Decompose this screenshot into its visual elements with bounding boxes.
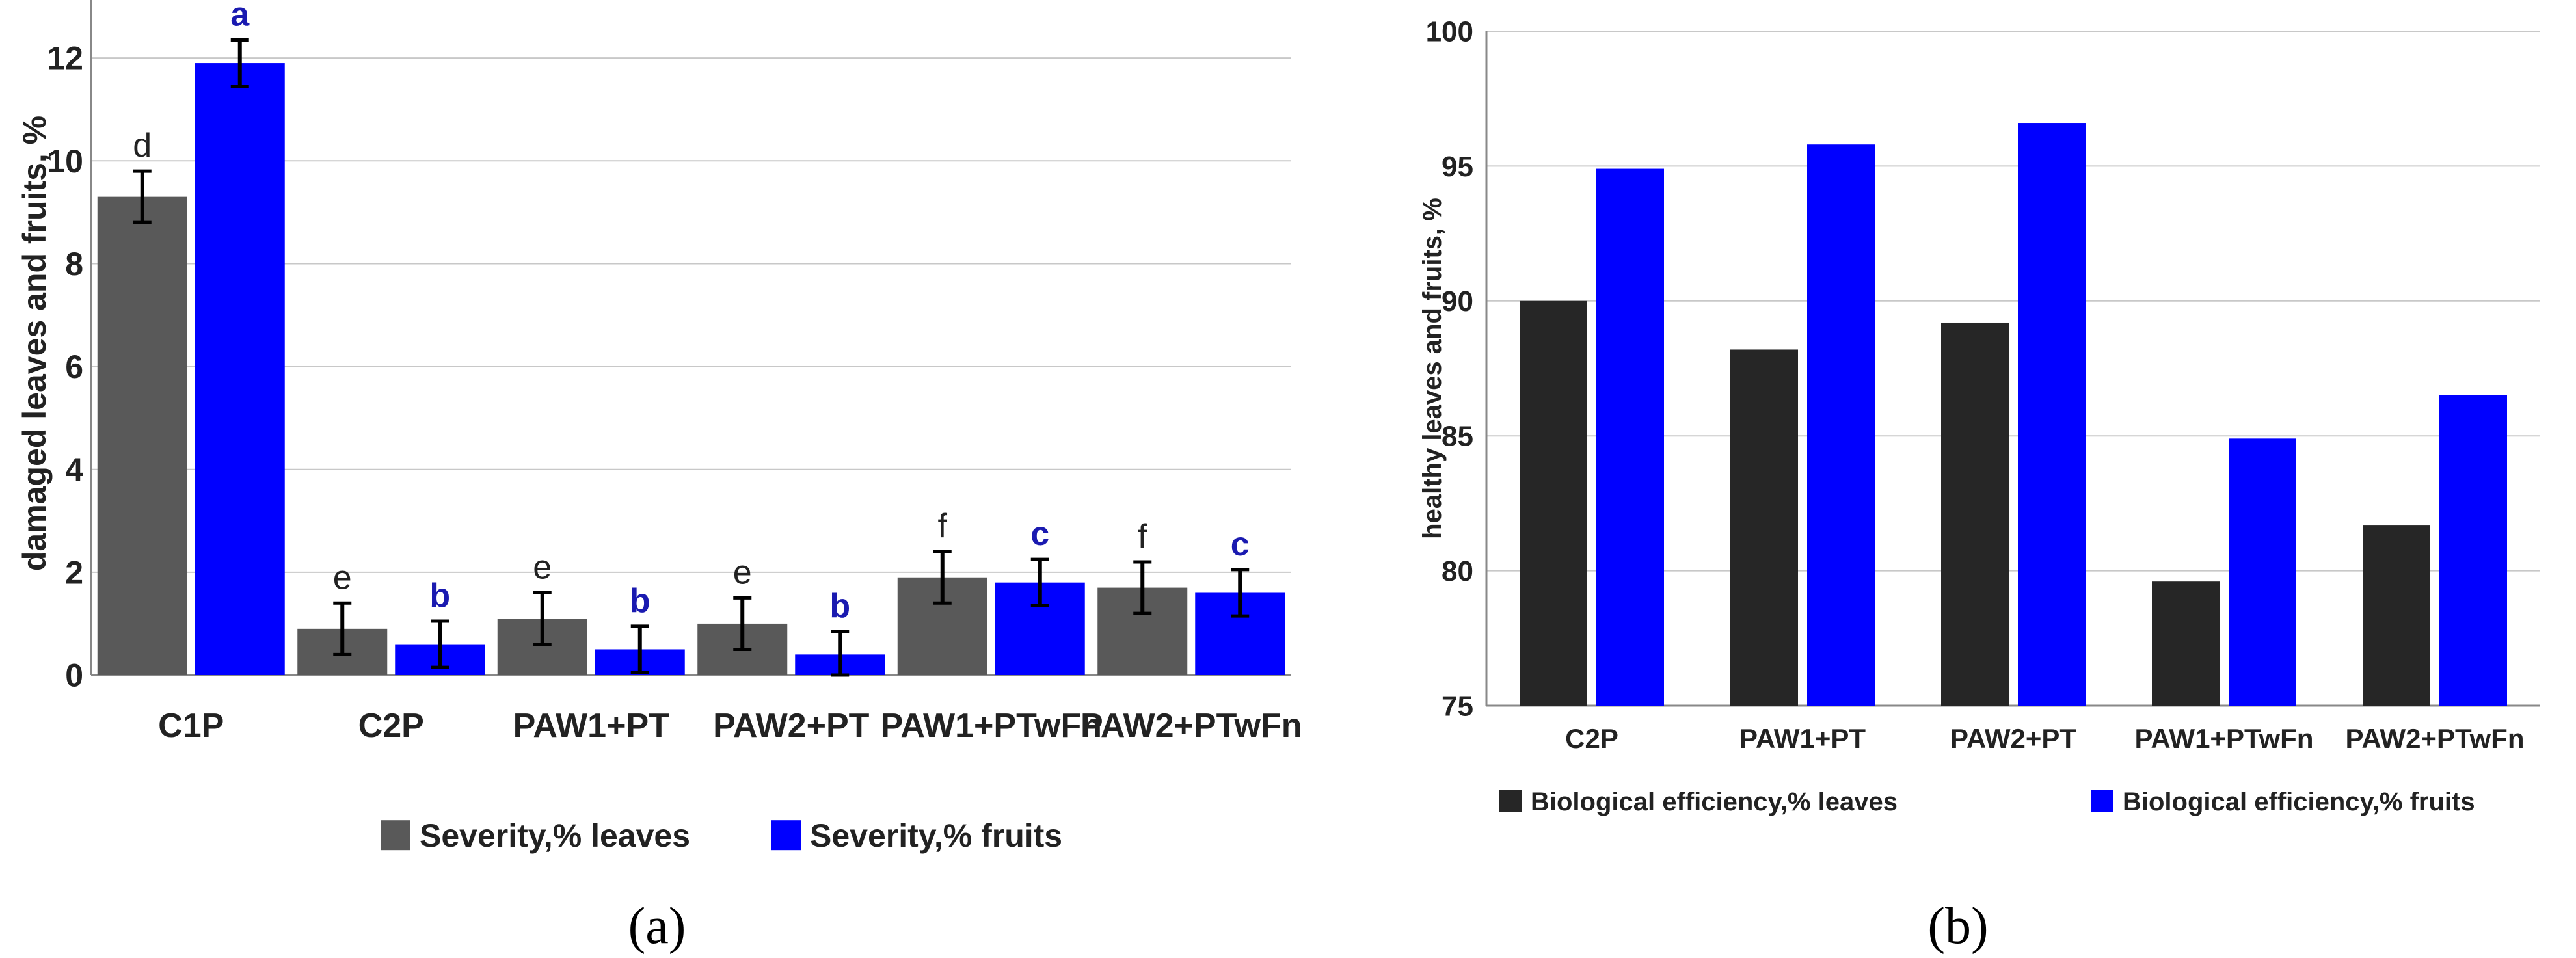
bar xyxy=(2018,123,2086,706)
chart-panel-a: 0 2 4 6 8 10 12 damaged leaves and fruits, % d a C… xyxy=(16,0,1302,955)
bar xyxy=(2363,525,2430,706)
significance-label: e xyxy=(733,553,752,591)
legend-entry: Biological efficiency,% leaves xyxy=(1531,788,1898,816)
significance-label: f xyxy=(938,507,948,545)
x-tick-label: C1P xyxy=(158,707,224,745)
significance-label: c xyxy=(1231,526,1250,563)
legend-swatch xyxy=(381,820,410,851)
x-tick-label: C2P xyxy=(1565,723,1618,754)
significance-label: c xyxy=(1030,515,1049,553)
x-tick-label: PAW1+PTwFn xyxy=(2135,723,2314,754)
legend-entry: Biological efficiency,% fruits xyxy=(2123,788,2475,816)
significance-label: b xyxy=(630,582,651,620)
significance-label: b xyxy=(429,577,450,615)
bar xyxy=(97,196,187,676)
y-tick-label: 90 xyxy=(1442,286,1473,317)
panel-label: (a) xyxy=(628,898,686,955)
y-tick-label: 6 xyxy=(65,349,83,385)
significance-label: d xyxy=(133,127,152,165)
bar xyxy=(1730,349,1798,706)
legend-swatch xyxy=(2091,790,2113,812)
significance-label: f xyxy=(1138,518,1147,555)
y-tick-label: 8 xyxy=(65,246,83,282)
bar xyxy=(2152,581,2220,706)
y-tick-label: 75 xyxy=(1442,690,1473,722)
x-tick-label: C2P xyxy=(358,707,424,745)
legend-entry: Severity,% fruits xyxy=(810,818,1062,854)
legend-swatch xyxy=(771,820,801,851)
y-tick-label: 80 xyxy=(1442,555,1473,587)
significance-label: e xyxy=(533,548,552,586)
x-tick-label: PAW1+PTwFn xyxy=(881,707,1102,745)
significance-label: e xyxy=(333,559,352,596)
y-axis-label: damaged leaves and fruits, % xyxy=(16,116,53,571)
x-tick-label: PAW2+PT xyxy=(1950,723,2076,754)
significance-label: a xyxy=(230,0,250,33)
bar xyxy=(1807,144,1875,706)
y-tick-label: 2 xyxy=(65,554,83,591)
x-tick-label: PAW2+PTwFn xyxy=(2346,723,2525,754)
y-tick-label: 95 xyxy=(1442,151,1473,183)
y-tick-label: 12 xyxy=(47,40,83,77)
y-tick-label: 10 xyxy=(47,143,83,180)
y-tick-label: 0 xyxy=(65,658,83,694)
y-tick-label: 100 xyxy=(1426,16,1473,47)
y-tick-label: 4 xyxy=(65,451,83,488)
y-tick-label: 85 xyxy=(1442,421,1473,453)
x-tick-label: PAW1+PT xyxy=(1739,723,1866,754)
bar xyxy=(1941,322,2009,706)
x-tick-label: PAW2+PT xyxy=(713,707,870,745)
significance-label: b xyxy=(829,587,850,625)
panel-label: (b) xyxy=(1927,898,1988,955)
bar xyxy=(2229,438,2296,706)
x-tick-label: PAW2+PTwFn xyxy=(1080,707,1302,745)
y-axis-label: healthy leaves and fruits, % xyxy=(1418,198,1447,539)
legend-entry: Severity,% leaves xyxy=(420,818,690,854)
bar xyxy=(1596,168,1664,706)
bar xyxy=(1520,300,1587,706)
bar xyxy=(195,63,285,676)
chart-panel-b: 75 80 85 90 95 100 healthy leaves and fruits, … xyxy=(1418,16,2540,955)
legend-swatch xyxy=(1499,790,1522,812)
x-tick-label: PAW1+PT xyxy=(513,707,670,745)
bar xyxy=(2439,395,2507,706)
